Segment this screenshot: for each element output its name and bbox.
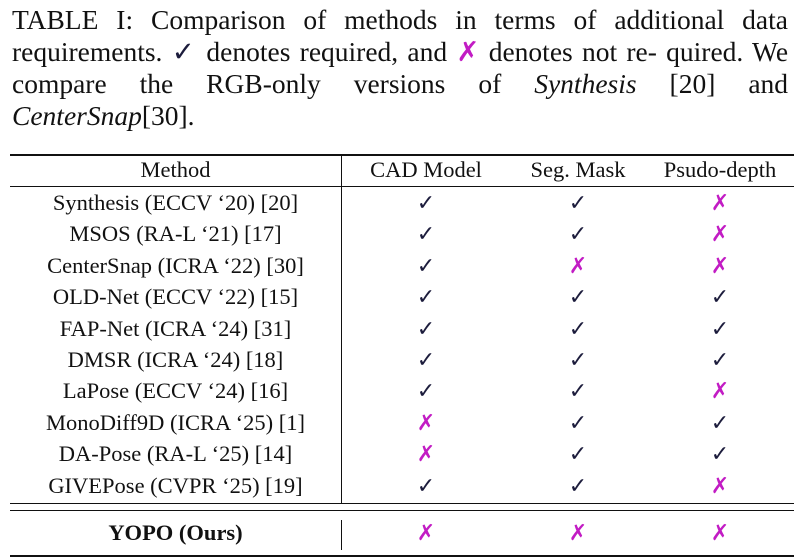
cross-icon: ✗ [456,36,480,68]
header-cad-model: CAD Model [370,157,482,182]
table-caption: TABLE I: Comparison of methods in terms … [12,4,788,132]
method-cell: OLD-Net (ECCV ‘22) [15] [52,284,299,310]
method-cell: MonoDiff9D (ICRA ‘25) [1] [46,409,305,435]
ours-column-divider [341,520,342,550]
seg-check-icon: ✓ [568,315,588,341]
depth-check-icon: ✓ [710,284,730,310]
ours-seg-cross-icon: ✗ [568,521,588,546]
caption-label: TABLE I: [12,4,134,35]
table-row: GIVEPose (CVPR ‘25) [19] ✓ ✓ ✗ [10,470,794,502]
caption-italic-centersnap: CenterSnap [12,100,142,131]
method-cell: FAP-Net (ICRA ‘24) [31] [59,315,292,341]
ours-top-rule [10,510,794,511]
cad-check-icon: ✓ [416,315,436,341]
depth-check-icon: ✓ [710,441,730,467]
ours-method: YOPO (Ours) [108,520,243,545]
table-row: Synthesis (ECCV ‘20) [20] ✓ ✓ ✗ [10,187,794,219]
cad-check-icon: ✓ [416,472,436,498]
method-cell: LaPose (ECCV ‘24) [16] [62,378,289,404]
check-icon: ✓ [171,36,198,67]
table-row: LaPose (ECCV ‘24) [16] ✓ ✓ ✗ [10,375,794,407]
top-rule [10,154,794,156]
seg-cross-icon: ✗ [568,253,588,279]
cad-check-icon: ✓ [416,378,436,404]
table-row: MonoDiff9D (ICRA ‘25) [1] ✗ ✓ ✓ [10,407,794,439]
caption-text-4: [20] and [669,68,789,99]
seg-check-icon: ✓ [568,441,588,467]
depth-cross-icon: ✗ [710,253,730,279]
seg-check-icon: ✓ [568,472,588,498]
depth-cross-icon: ✗ [710,379,730,405]
body-bottom-rule [10,503,794,504]
cad-cross-icon: ✗ [416,410,436,436]
seg-check-icon: ✓ [568,378,588,404]
header-rule [10,186,794,187]
ours-row: YOPO (Ours) ✗ ✗ ✗ [10,517,794,549]
table-header-row: Method CAD Model Seg. Mask Psudo-depth [10,154,794,186]
method-cell: MSOS (RA-L ‘21) [17] [69,221,282,247]
table-row: CenterSnap (ICRA ‘22) [30] ✓ ✗ ✗ [10,250,794,282]
cad-check-icon: ✓ [416,190,436,215]
ours-depth-cross-icon: ✗ [710,521,730,546]
header-method: Method [140,157,211,182]
depth-check-icon: ✓ [710,315,730,341]
caption-italic-synthesis: Synthesis [534,68,637,99]
table-row: MSOS (RA-L ‘21) [17] ✓ ✓ ✗ [10,218,794,250]
depth-check-icon: ✓ [710,347,730,372]
table-row: OLD-Net (ECCV ‘22) [15] ✓ ✓ ✓ [10,281,794,313]
depth-cross-icon: ✗ [710,222,730,248]
depth-check-icon: ✓ [710,409,730,435]
cad-cross-icon: ✗ [416,442,436,468]
seg-check-icon: ✓ [568,409,588,435]
caption-text-3: denotes not re- quired. We compare the R… [12,36,789,99]
column-divider [341,155,342,504]
seg-check-icon: ✓ [568,221,588,247]
method-cell: CenterSnap (ICRA ‘22) [30] [47,252,304,278]
seg-check-icon: ✓ [568,284,588,310]
table-row: DA-Pose (RA-L ‘25) [14] ✗ ✓ ✓ [10,438,794,470]
header-seg-mask: Seg. Mask [530,157,626,182]
depth-cross-icon: ✗ [710,473,730,499]
depth-cross-icon: ✗ [710,191,730,216]
caption-text-1: Comparison of methods in terms of additi… [12,4,788,67]
seg-check-icon: ✓ [568,190,588,215]
method-cell: GIVEPose (CVPR ‘25) [19] [48,472,303,498]
bottom-rule [10,555,794,557]
method-cell: DA-Pose (RA-L ‘25) [14] [58,441,293,467]
method-cell: DMSR (ICRA ‘24) [18] [67,347,284,372]
method-cell: Synthesis (ECCV ‘20) [20] [52,190,299,215]
cad-check-icon: ✓ [416,252,436,278]
seg-check-icon: ✓ [568,347,588,372]
table-row: FAP-Net (ICRA ‘24) [31] ✓ ✓ ✓ [10,313,794,345]
caption-text-2: denotes required, and [206,36,448,67]
cad-check-icon: ✓ [416,284,436,310]
cad-check-icon: ✓ [416,221,436,247]
caption-text-5: [30]. [141,100,195,131]
cad-check-icon: ✓ [416,347,436,372]
header-psudo-depth: Psudo-depth [663,157,777,182]
ours-cad-cross-icon: ✗ [416,521,436,546]
table-row: DMSR (ICRA ‘24) [18] ✓ ✓ ✓ [10,344,794,376]
